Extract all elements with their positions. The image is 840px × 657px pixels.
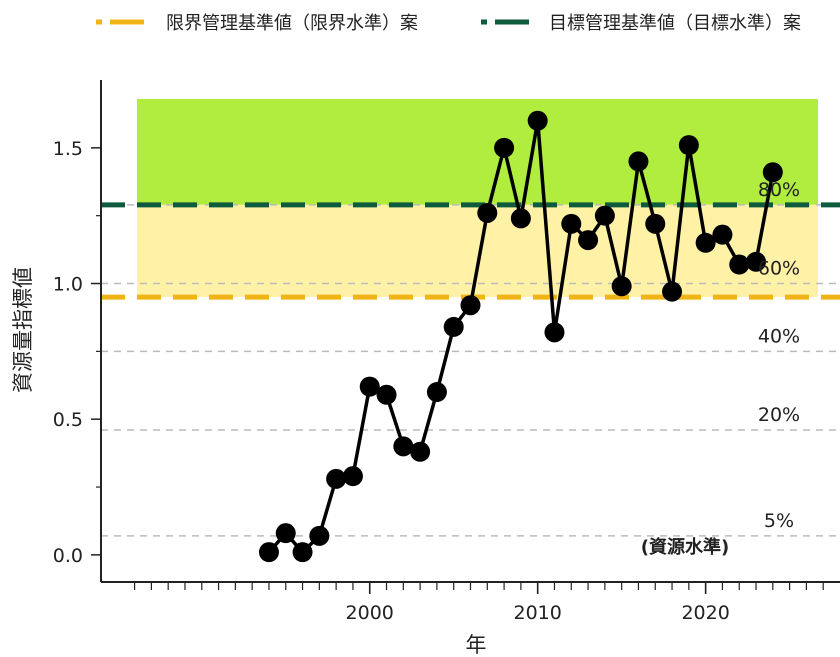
data-point-2016 (628, 151, 649, 172)
y-tick-label-1: 0.5 (53, 409, 83, 431)
data-point-2003 (410, 441, 431, 462)
y-tick-label-0: 0.0 (53, 545, 83, 567)
data-point-2007 (477, 202, 498, 223)
data-point-2018 (662, 281, 683, 302)
percentile-label-40%: 40% (758, 325, 800, 347)
y-tick-label-3: 1.5 (53, 138, 83, 160)
data-point-2011 (544, 322, 565, 343)
percentile-label-20%: 20% (758, 404, 800, 426)
legend: 限界管理基準値（限界水準）案 目標管理基準値（目標水準）案 (96, 13, 801, 34)
data-point-2023 (746, 251, 767, 272)
data-point-2001 (376, 384, 397, 405)
data-point-2005 (443, 316, 464, 337)
level-band-0 (137, 98, 818, 205)
data-point-2002 (393, 436, 414, 457)
percentile-label-80%: 80% (758, 179, 800, 201)
data-point-1998 (326, 468, 347, 489)
x-axis-title: 年 (466, 633, 487, 657)
percentile-label-5%: 5% (764, 510, 794, 532)
data-point-1997 (309, 525, 330, 546)
data-point-1995 (275, 523, 296, 544)
data-point-2019 (678, 135, 699, 156)
data-point-2012 (561, 213, 582, 234)
data-point-2020 (695, 232, 716, 253)
data-point-2008 (494, 137, 515, 158)
data-point-1999 (342, 466, 363, 487)
data-point-2022 (729, 254, 750, 275)
data-point-2021 (712, 224, 733, 245)
legend-label-0: 限界管理基準値（限界水準）案 (166, 13, 418, 34)
data-point-2024 (762, 162, 783, 183)
x-tick-label-1: 2010 (514, 602, 562, 624)
percentile-labels: 80% 60% 40% 20% 5% (758, 179, 800, 532)
percentile-label-60%: 60% (758, 258, 800, 280)
data-point-2004 (426, 382, 447, 403)
data-point-1994 (258, 542, 279, 563)
x-tick-label-0: 2000 (346, 602, 394, 624)
data-point-2006 (460, 295, 481, 316)
y-axis-title: 資源量指標値 (11, 267, 35, 393)
data-point-2009 (510, 208, 531, 229)
series-layer (258, 110, 783, 563)
resource-level-note: (資源水準) (641, 536, 729, 558)
axes: 0.0 0.5 1.0 1.5 2000 2010 2020 (53, 80, 840, 624)
data-point-2014 (594, 205, 615, 226)
data-point-2010 (527, 110, 548, 131)
data-point-2000 (359, 376, 380, 397)
data-point-2013 (578, 230, 599, 251)
data-point-2015 (611, 276, 632, 297)
x-tick-label-2: 2020 (681, 602, 729, 624)
y-tick-label-2: 1.0 (53, 274, 83, 296)
legend-label-1: 目標管理基準値（目標水準）案 (549, 13, 801, 34)
data-point-1996 (292, 542, 313, 563)
data-point-2017 (645, 213, 666, 234)
